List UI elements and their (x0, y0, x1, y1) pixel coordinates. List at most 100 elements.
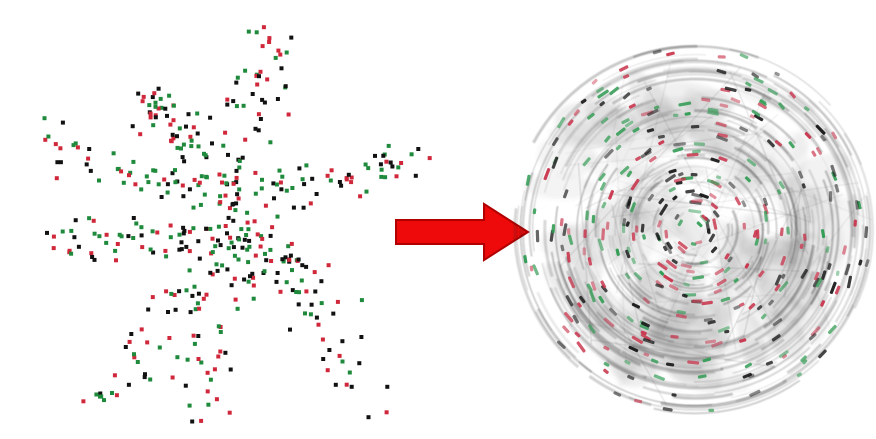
scatter-point (175, 355, 180, 360)
scatter-point (58, 146, 63, 151)
colored-dash (676, 310, 686, 315)
motion-streak (636, 217, 648, 261)
colored-dash (653, 105, 660, 110)
scatter-point (171, 118, 176, 123)
colored-dash (820, 229, 826, 239)
scatter-point (58, 160, 63, 165)
scatter-point (75, 145, 80, 150)
motion-streak (629, 132, 763, 150)
motion-streak (578, 162, 592, 345)
scatter-point (73, 218, 78, 223)
motion-streak (578, 361, 713, 407)
scatter-point (192, 284, 197, 289)
colored-dash (699, 193, 709, 199)
scatter-point (206, 402, 211, 407)
scatter-point (167, 336, 172, 340)
colored-dash (601, 228, 606, 241)
scatter-point (289, 241, 294, 246)
colored-dash (684, 112, 691, 116)
colored-dash (779, 227, 784, 237)
scatter-point (281, 259, 286, 264)
colored-dash (720, 296, 731, 303)
scatter-point (220, 180, 224, 185)
scatter-point (366, 166, 371, 171)
scatter-point (218, 330, 223, 334)
colored-dash (739, 126, 749, 133)
scatter-point (394, 174, 399, 179)
colored-dash (665, 173, 676, 183)
scatter-point (51, 234, 56, 239)
scatter-point (42, 116, 47, 121)
motion-streak (719, 255, 754, 289)
colored-dash (820, 300, 826, 307)
colored-dash (812, 277, 820, 288)
scatter-point (81, 399, 86, 404)
colored-dash (704, 339, 717, 344)
scatter-point (290, 268, 294, 273)
scatter-point (187, 268, 192, 273)
scatter-point (225, 102, 230, 107)
scatter-point (263, 203, 268, 208)
colored-dash (588, 324, 596, 334)
scatter-point (416, 147, 421, 151)
scatter-point (76, 244, 81, 249)
colored-dash (801, 183, 806, 189)
left-scatter-panel (42, 25, 432, 424)
motion-streak (677, 212, 685, 219)
colored-dash (621, 118, 630, 125)
colored-dash (565, 295, 574, 307)
scatter-point (260, 97, 265, 102)
scatter-point (188, 310, 193, 315)
haze-blob (717, 235, 787, 287)
scatter-point (308, 201, 313, 206)
motion-streak (780, 98, 825, 142)
colored-dash (672, 147, 684, 153)
motion-streak (562, 57, 698, 122)
motion-streak (734, 256, 763, 291)
colored-dash (818, 349, 827, 359)
scatter-point (349, 180, 354, 185)
motion-streak (645, 272, 687, 296)
colored-dash (622, 92, 631, 100)
scatter-point (135, 360, 140, 364)
colored-dash (723, 266, 731, 274)
scatter-point (175, 134, 179, 139)
motion-streak (654, 290, 689, 305)
motion-streak (725, 322, 767, 344)
scatter-point (196, 183, 201, 188)
scatter-point (329, 168, 334, 173)
colored-dash (858, 259, 863, 266)
scatter-point (272, 196, 276, 201)
scatter-point (182, 159, 187, 164)
motion-streak (516, 205, 529, 291)
motion-streak (674, 317, 800, 367)
colored-dash (701, 214, 709, 221)
motion-streak (636, 177, 765, 340)
scatter-point (208, 377, 213, 382)
colored-dash (717, 325, 730, 333)
scatter-point (274, 182, 279, 187)
scatter-point (204, 174, 209, 179)
colored-dash (619, 165, 630, 175)
colored-dash (696, 221, 703, 228)
scatter-point (192, 341, 197, 346)
haze-blob (714, 275, 733, 354)
colored-dash (589, 290, 596, 303)
colored-dash (657, 134, 665, 139)
haze-blob (624, 310, 693, 350)
scatter-point (199, 174, 204, 179)
scatter-point (259, 234, 264, 239)
scatter-point (359, 335, 364, 339)
scatter-point (136, 91, 141, 96)
colored-dash (707, 110, 719, 116)
colored-dash (658, 197, 665, 205)
motion-streak (623, 261, 653, 295)
scatter-point (157, 345, 162, 350)
motion-streak (736, 159, 778, 239)
colored-dash (693, 142, 706, 146)
colored-dash (523, 255, 528, 264)
scatter-point (379, 174, 384, 179)
right-arrow-icon (395, 202, 530, 262)
scatter-point (55, 160, 60, 165)
colored-dash (687, 360, 700, 365)
